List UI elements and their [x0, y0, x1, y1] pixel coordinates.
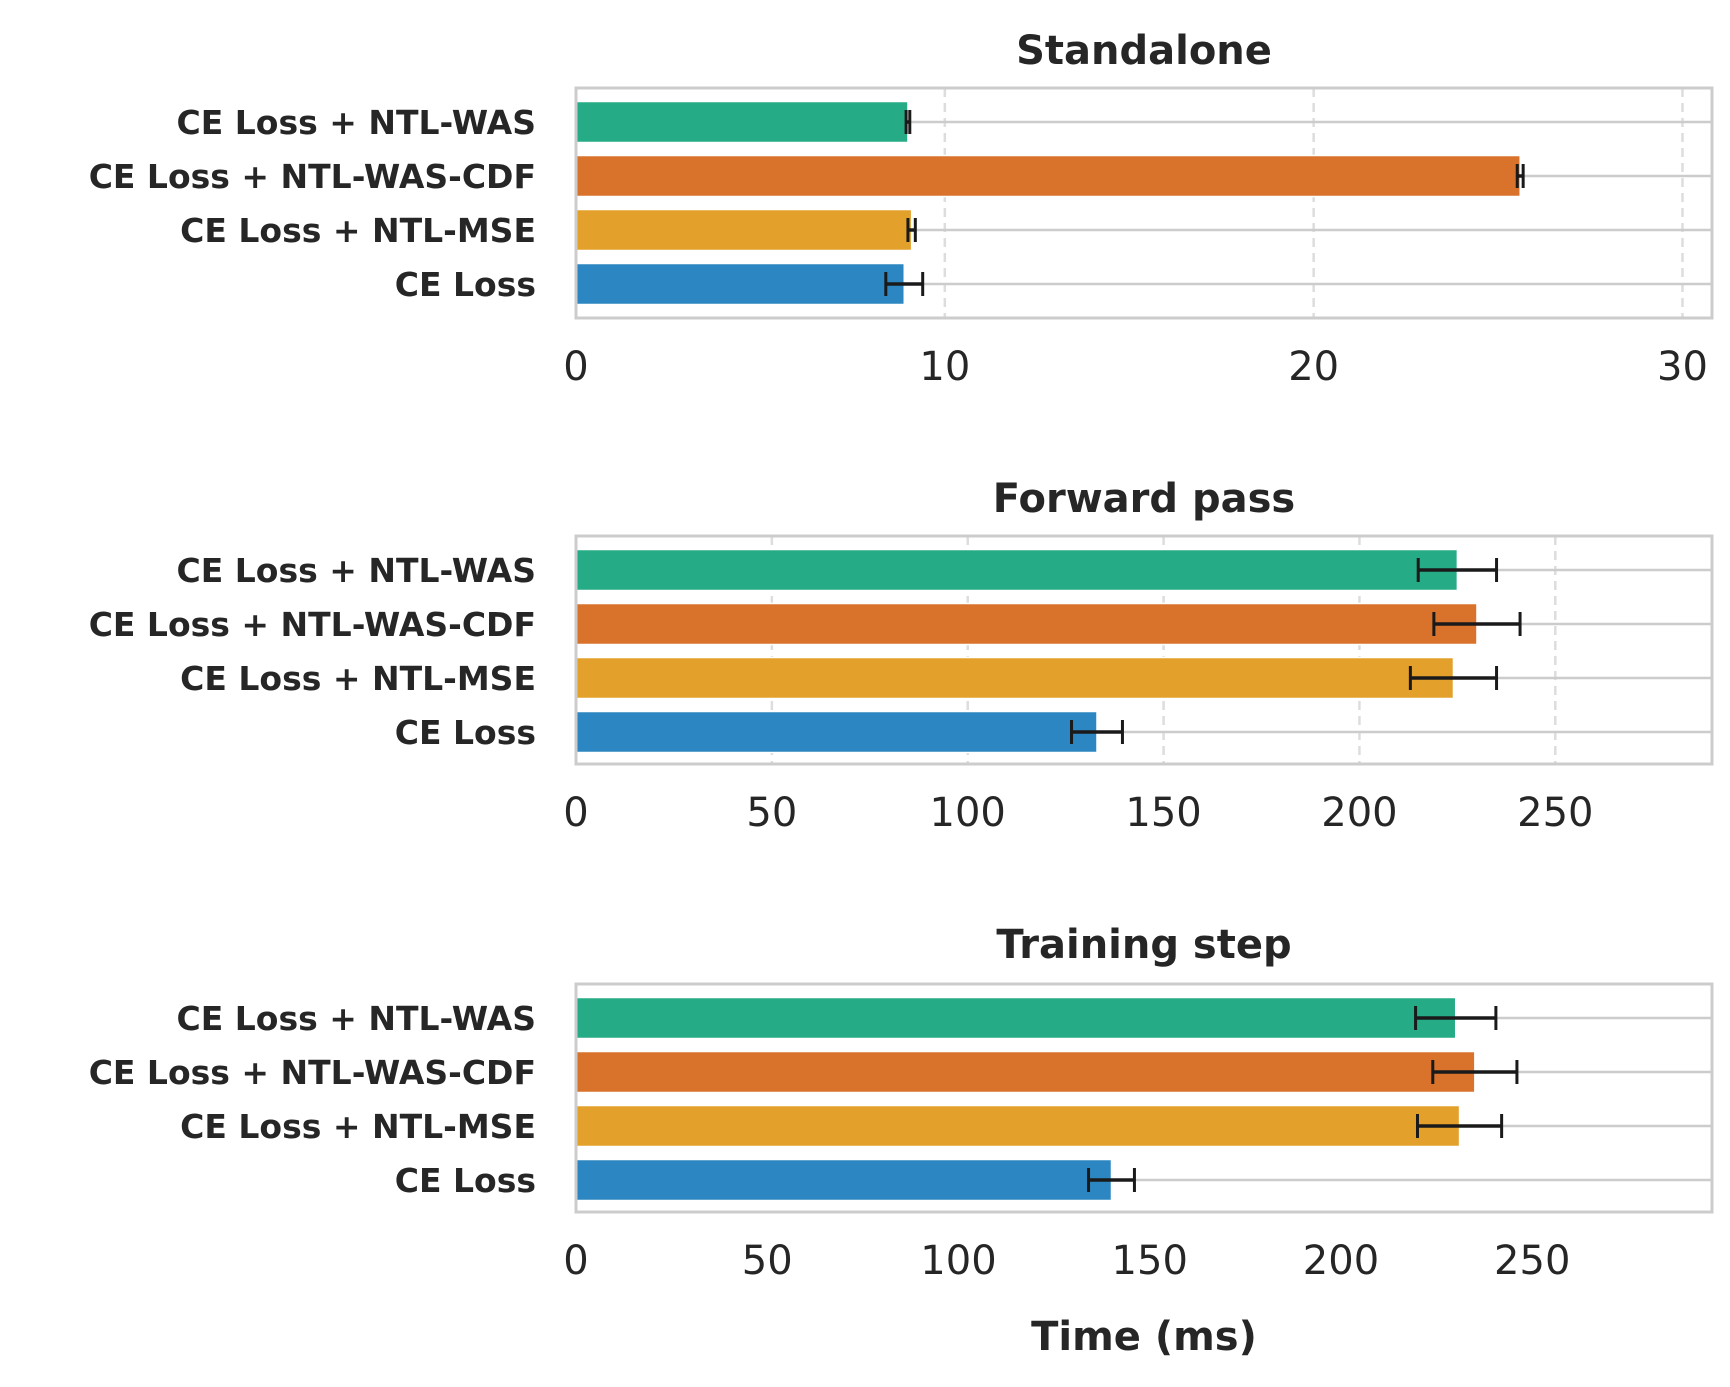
bar-ce-loss: [575, 710, 1098, 754]
x-tick-label: 100: [930, 790, 1006, 836]
x-tick-label: 50: [746, 790, 797, 836]
category-label: CE Loss + NTL-MSE: [180, 659, 536, 698]
x-tick-label: 200: [1321, 790, 1397, 836]
x-tick-label: 250: [1517, 790, 1593, 836]
bar-ce-loss: [575, 1158, 1113, 1202]
x-tick-label: 30: [1657, 344, 1708, 390]
bar-ce-loss-ntl-mse: [575, 656, 1455, 700]
bar-ce-loss-ntl-was: [575, 548, 1459, 592]
x-axis-label: Time (ms): [1031, 1314, 1257, 1360]
category-label: CE Loss + NTL-WAS: [177, 551, 536, 590]
x-tick-label: 150: [1112, 1238, 1188, 1284]
category-label: CE Loss: [395, 265, 536, 304]
category-label: CE Loss + NTL-WAS: [177, 999, 536, 1038]
plot-frame: [574, 86, 1714, 320]
bar-ce-loss-ntl-was: [575, 996, 1457, 1040]
plot-frame: [574, 982, 1714, 1214]
category-label: CE Loss + NTL-WAS-CDF: [89, 1053, 536, 1092]
bar-ce-loss-ntl-was-cdf: [575, 1050, 1476, 1094]
x-tick-label: 50: [742, 1238, 793, 1284]
bar-ce-loss-ntl-mse: [575, 208, 913, 252]
chart-title: Forward pass: [993, 476, 1295, 522]
x-tick-label: 200: [1303, 1238, 1379, 1284]
category-label: CE Loss: [395, 713, 536, 752]
bar-ce-loss-ntl-was: [575, 100, 909, 144]
x-tick-label: 10: [919, 344, 970, 390]
category-label: CE Loss + NTL-WAS-CDF: [89, 605, 536, 644]
panel-training-step: Training step CE Loss + NTL-WAS CE Loss + …: [89, 922, 1714, 1360]
bar-ce-loss-ntl-was-cdf: [575, 602, 1478, 646]
panel-standalone: Standalone CE Loss + NTL-WAS CE Loss + NTL…: [89, 28, 1714, 390]
category-label: CE Loss + NTL-WAS: [177, 103, 536, 142]
panel-forward-pass: Forward pass CE Loss + NTL-WAS CE Loss + N…: [89, 476, 1714, 836]
plot-frame: [574, 534, 1714, 766]
category-label: CE Loss + NTL-WAS-CDF: [89, 157, 536, 196]
chart-title: Training step: [996, 922, 1291, 968]
category-label: CE Loss + NTL-MSE: [180, 1107, 536, 1146]
x-tick-label: 100: [920, 1238, 996, 1284]
category-label: CE Loss: [395, 1161, 536, 1200]
x-tick-label: 20: [1288, 344, 1339, 390]
x-tick-label: 0: [563, 344, 588, 390]
bar-ce-loss-ntl-was-cdf: [575, 154, 1521, 198]
category-label: CE Loss + NTL-MSE: [180, 211, 536, 250]
x-tick-label: 0: [563, 790, 588, 836]
x-tick-label: 150: [1125, 790, 1201, 836]
bar-ce-loss: [575, 262, 906, 306]
bar-ce-loss-ntl-mse: [575, 1104, 1461, 1148]
x-tick-label: 250: [1494, 1238, 1570, 1284]
chart-title: Standalone: [1016, 28, 1272, 74]
x-tick-label: 0: [563, 1238, 588, 1284]
